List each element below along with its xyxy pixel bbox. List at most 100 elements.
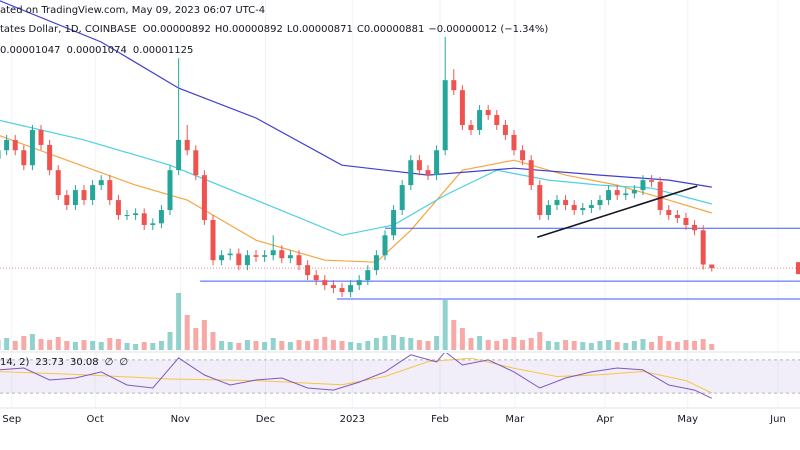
volume-bar xyxy=(158,341,164,350)
candle-body xyxy=(279,250,285,259)
volume-bar xyxy=(133,344,139,350)
trendline xyxy=(536,185,698,239)
volume-bar xyxy=(588,343,594,350)
candle-body xyxy=(666,210,672,216)
volume-bar xyxy=(279,341,285,350)
header-title: ated on TradingView.com, May 09, 2023 06… xyxy=(0,5,265,16)
candle-body xyxy=(502,124,508,135)
volume-bar xyxy=(115,339,121,350)
ohlc-value: 0.00000871 xyxy=(292,24,352,35)
candle-body xyxy=(55,170,61,196)
candle-body xyxy=(236,253,242,266)
moving-average xyxy=(0,0,712,188)
volume-bar xyxy=(141,342,147,350)
ohlc-value: 0.00000881 xyxy=(364,24,424,35)
volume-bar xyxy=(571,341,577,350)
rsi-ma-line xyxy=(0,357,713,394)
volume-bar xyxy=(666,341,672,350)
volume-bar xyxy=(38,339,44,350)
volume-bar xyxy=(322,337,328,350)
candle-body xyxy=(98,180,104,186)
x-tick-label: Apr xyxy=(596,414,614,425)
candle-body xyxy=(348,285,354,293)
candle-body xyxy=(150,223,156,225)
volume-bar xyxy=(399,337,405,350)
volume-bar xyxy=(606,340,612,350)
candle-body xyxy=(545,205,551,216)
candle-body xyxy=(322,280,328,286)
candle-body xyxy=(683,217,689,225)
candle-body xyxy=(606,190,612,201)
candle-body xyxy=(494,115,500,125)
volume-bar xyxy=(597,341,603,350)
rsi-ma-value: 30.08 xyxy=(70,357,99,368)
volume-bar xyxy=(167,332,173,350)
volume-bar xyxy=(64,341,70,350)
volume-bar xyxy=(623,343,629,350)
ma-value: 0.00001074 xyxy=(66,45,126,56)
volume-bar xyxy=(683,340,689,350)
volume-bar xyxy=(425,341,431,350)
candle-body xyxy=(442,80,448,151)
symbol-label: tates Dollar, 1D, COINBASE xyxy=(0,24,137,35)
volume-bar xyxy=(649,342,655,350)
volume-bar xyxy=(709,344,715,350)
price-pane xyxy=(0,0,800,350)
candle-body xyxy=(459,90,465,125)
candle-body xyxy=(597,200,603,206)
candle-body xyxy=(64,195,70,206)
candle-body xyxy=(554,200,560,206)
volume-bar xyxy=(494,341,500,350)
volume-bar xyxy=(537,332,543,350)
candle-body xyxy=(0,150,1,159)
candle-body xyxy=(416,160,422,171)
candle-body xyxy=(468,124,474,130)
x-tick-label: Jun xyxy=(769,414,786,425)
candle-body xyxy=(21,150,27,166)
candle-body xyxy=(330,285,336,289)
candle-body xyxy=(167,170,173,211)
candle-body xyxy=(193,150,199,176)
candle-body xyxy=(356,280,362,286)
candle-body xyxy=(399,185,405,211)
volume-bar xyxy=(330,340,336,350)
volume-bar xyxy=(657,336,663,350)
header: ated on TradingView.com, May 09, 2023 06… xyxy=(0,5,548,368)
candle-body xyxy=(262,255,268,257)
candle-body xyxy=(72,190,78,206)
volume-bar xyxy=(12,341,18,350)
volume-bar xyxy=(98,342,104,350)
volume-bar xyxy=(434,336,440,350)
moving-average xyxy=(0,135,712,263)
candle-body xyxy=(365,270,371,281)
volume-bar xyxy=(520,340,526,350)
volume-bar xyxy=(528,338,534,350)
volume-bar xyxy=(210,332,216,350)
candle-body xyxy=(107,180,113,201)
candle-body xyxy=(631,190,637,194)
volume-bar xyxy=(81,340,87,350)
volume-bar xyxy=(339,341,345,350)
volume-bar xyxy=(305,341,311,350)
candle-body xyxy=(90,185,96,201)
candle-body xyxy=(425,170,431,176)
candle-body xyxy=(674,215,680,218)
candle-body xyxy=(201,175,207,220)
price-tag xyxy=(796,262,800,275)
volume-bar xyxy=(90,341,96,350)
volume-bar xyxy=(0,340,1,350)
volume-bar xyxy=(442,300,448,350)
candle-body xyxy=(588,205,594,209)
x-tick-label: Mar xyxy=(505,414,525,425)
rsi-pane xyxy=(0,353,800,399)
rsi-na: ∅ xyxy=(105,357,114,368)
volume-bar xyxy=(477,336,483,350)
volume-bar xyxy=(253,341,259,350)
candle-body xyxy=(614,190,620,196)
candle-body xyxy=(219,255,225,261)
candle-body xyxy=(184,139,190,151)
volume-bar xyxy=(459,328,465,350)
volume-bar xyxy=(244,340,250,350)
volume-bar xyxy=(219,341,225,350)
